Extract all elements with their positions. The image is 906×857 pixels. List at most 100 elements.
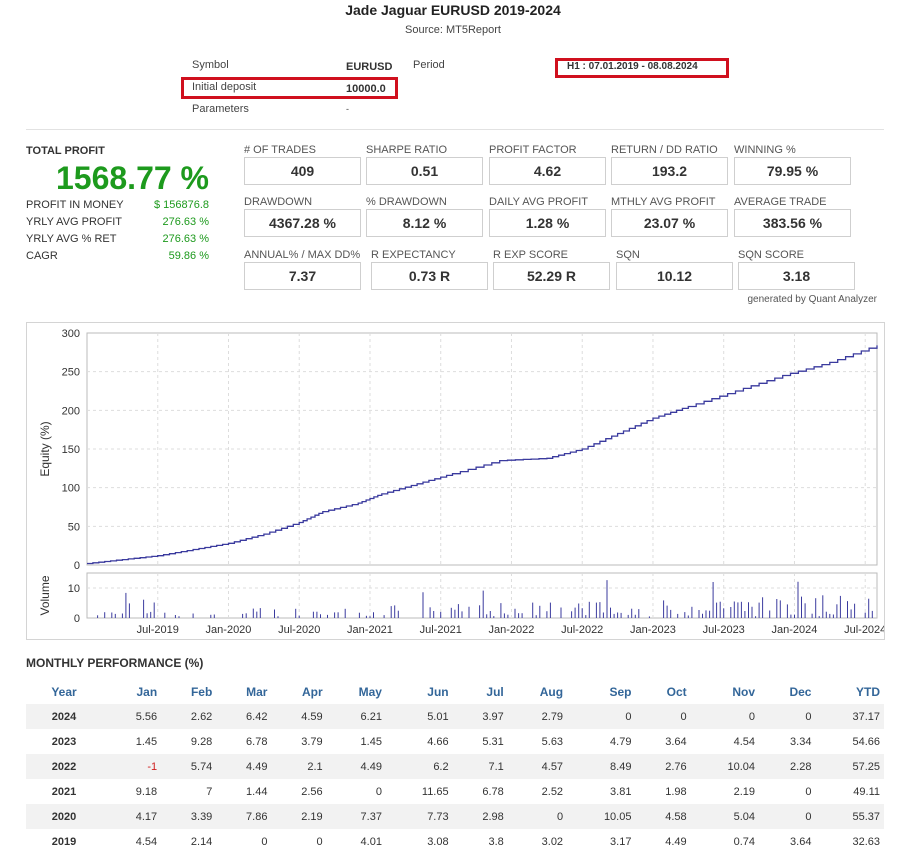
value-cell: 0: [635, 704, 691, 729]
value-cell: 3.08: [427, 835, 449, 848]
equity-y-axis-label: Equity (%): [38, 421, 52, 476]
value-cell: 7.37: [326, 804, 386, 829]
table-row: 2024 5.56 2.62 6.42 4.59 6.21 5.01 3.97 2.79 0 0 0 0…: [26, 704, 884, 729]
stat-label: YRLY AVG % RET: [26, 233, 117, 245]
monthly-header-dec: Dec: [789, 685, 812, 699]
metric-avg-trade: 383.56 %: [734, 209, 851, 237]
value-cell: 7.1: [452, 754, 508, 779]
monthly-header-jul: Jul: [486, 685, 504, 699]
value-cell: 4.57: [507, 754, 568, 779]
volume-plot-frame: [86, 572, 878, 619]
monthly-header-may: May: [358, 685, 382, 699]
metric-label: AVERAGE TRADE: [734, 196, 827, 208]
metric-label: DAILY AVG PROFIT: [489, 196, 589, 208]
x-tick-label: Jul-2024: [844, 624, 884, 636]
stat-label: PROFIT IN MONEY: [26, 199, 124, 211]
monthly-header-jun: Jun: [427, 685, 449, 699]
volume-y-tick-label: 10: [68, 583, 80, 595]
value-cell: 5.04: [690, 804, 760, 829]
value-cell: 1.45: [360, 735, 382, 748]
metric-label: DRAWDOWN: [244, 196, 313, 208]
value-cell: 3.64: [790, 835, 812, 848]
value-cell: 7.86: [216, 804, 272, 829]
report-title: Jade Jaguar EURUSD 2019-2024: [345, 2, 561, 18]
equity-y-tick-label: 100: [62, 483, 80, 495]
table-row: 2019 4.54 2.14 0 0 4.01 3.08 3.8 3.02 3.17 4.49 0.7…: [26, 829, 884, 854]
value-cell: 3.39: [161, 804, 217, 829]
metric-label: PROFIT FACTOR: [489, 144, 577, 156]
monthly-header-nov: Nov: [732, 685, 756, 699]
metric-sqn-score: 3.18: [738, 262, 855, 290]
deposit-highlight: [181, 77, 398, 99]
year-cell: 2020: [26, 804, 106, 829]
value-cell: 1.45: [135, 735, 158, 748]
value-cell: 4.54: [135, 835, 158, 848]
value-cell: 0: [759, 704, 816, 729]
monthly-header-apr: Apr: [301, 685, 323, 699]
value-cell: 2.62: [161, 704, 217, 729]
stat-value: $ 156876.8: [153, 199, 209, 211]
equity-y-tick-label: 0: [74, 560, 80, 572]
parameters-value: -: [346, 104, 349, 114]
value-cell: 5.74: [161, 754, 217, 779]
metric-label: MTHLY AVG PROFIT: [611, 196, 716, 208]
value-cell: 4.59: [271, 704, 327, 729]
equity-y-tick-label: 300: [62, 328, 80, 340]
metric-profit-factor: 4.62: [489, 157, 606, 185]
value-cell: 9.18: [135, 785, 158, 798]
value-cell: 37.17: [815, 704, 884, 729]
table-row: 2020 4.17 3.39 7.86 2.19 7.37 7.73 2.98 0 10.05 4.…: [26, 804, 884, 829]
table-row: 2021 9.18 7 1.44 2.56 0 11.65 6.78 2.52 3.81 1.98 2…: [26, 779, 884, 804]
value-cell: 2.14: [190, 835, 213, 848]
value-cell: 55.37: [815, 804, 884, 829]
metric-drawdown: 4367.28 %: [244, 209, 361, 237]
generated-by: generated by Quant Analyzer: [747, 294, 877, 305]
period-highlight: [555, 58, 729, 78]
value-cell: 0: [261, 835, 268, 848]
symbol-value: EURUSD: [346, 61, 393, 73]
equity-y-tick-label: 250: [62, 367, 80, 379]
value-cell: 4.54: [733, 735, 756, 748]
value-cell: 10.04: [690, 754, 760, 779]
value-cell: 0: [316, 835, 323, 848]
metric-label: SQN: [616, 249, 640, 261]
equity-chart: 0 50 100 150 200 250 300 0 10 Jul-2019 Jan-2020 Jul…: [38, 328, 886, 636]
metric-trades: 409: [244, 157, 361, 185]
year-cell: 2022: [26, 754, 106, 779]
value-cell: 0: [759, 804, 816, 829]
value-cell: 0: [805, 785, 812, 798]
value-cell: 5.56: [106, 704, 162, 729]
value-cell: 2.56: [301, 785, 323, 798]
x-tick-label: Jul-2023: [703, 624, 745, 636]
value-cell: 2.79: [507, 704, 568, 729]
year-cell: 2019: [51, 835, 77, 848]
value-cell: 3.8: [488, 835, 504, 848]
deposit-value: 10000.0: [346, 83, 386, 95]
metric-r-expectancy: 0.73 R: [371, 262, 488, 290]
value-cell: 11.65: [421, 785, 449, 798]
x-tick-label: Jan-2022: [489, 624, 535, 636]
equity-chart-panel: 0 50 100 150 200 250 300 0 10 Jul-2019 Jan-2020 Jul…: [26, 322, 886, 640]
value-cell: 3.81: [610, 785, 632, 798]
stat-label: YRLY AVG PROFIT: [26, 216, 122, 228]
x-tick-label: Jul-2019: [137, 624, 179, 636]
x-tick-label: Jan-2023: [630, 624, 676, 636]
value-cell: 49.11: [853, 785, 880, 798]
value-cell: 1.44: [246, 785, 268, 798]
value-cell: 2.28: [759, 754, 816, 779]
value-cell: 2.19: [733, 785, 756, 798]
value-cell: 1.98: [665, 785, 687, 798]
metric-daily-avg: 1.28 %: [489, 209, 606, 237]
stat-value: 276.63 %: [162, 233, 209, 245]
metric-label: ANNUAL% / MAX DD%: [244, 249, 361, 261]
monthly-header-row: Year Jan Feb Mar Apr May Jun Jul Aug Sep Oct Nov Dec…: [26, 680, 884, 704]
value-cell: 5.31: [482, 735, 504, 748]
value-cell: 3.02: [541, 835, 564, 848]
x-tick-label: Jan-2020: [206, 624, 252, 636]
monthly-header-mar: Mar: [246, 685, 268, 699]
equity-line: [87, 345, 878, 565]
stat-label: CAGR: [26, 250, 58, 262]
value-cell: 10.05: [567, 804, 636, 829]
metric-winning: 79.95 %: [734, 157, 851, 185]
value-cell: 6.21: [326, 704, 386, 729]
